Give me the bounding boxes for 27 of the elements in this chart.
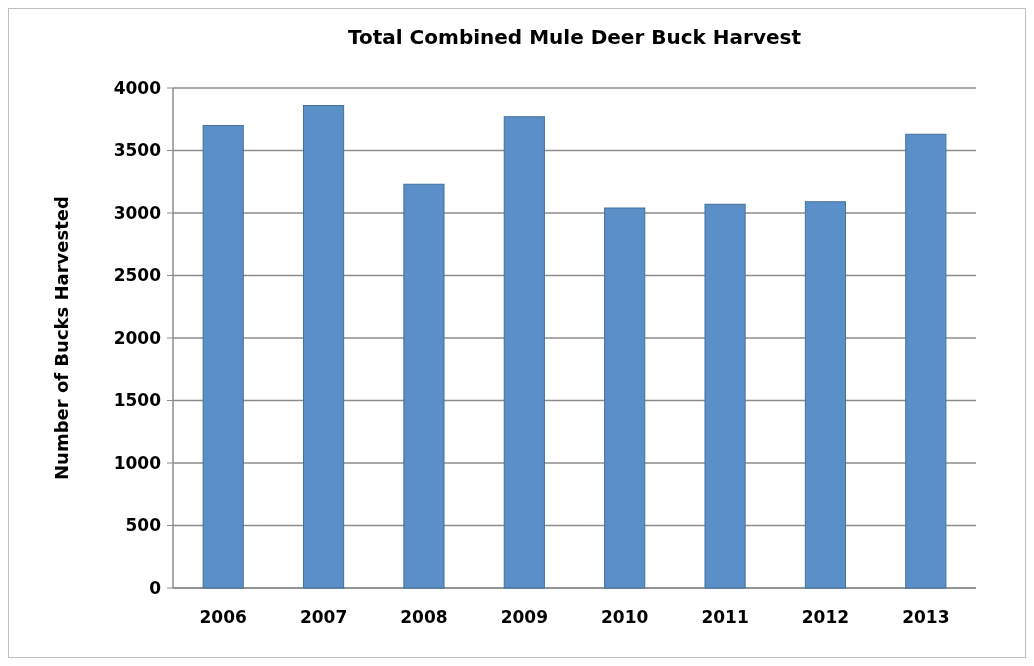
x-tick-label: 2012 (801, 607, 850, 627)
x-tick-label: 2010 (601, 607, 649, 627)
bar (202, 125, 244, 589)
y-tick-label: 0 (149, 577, 162, 598)
x-tick-label: 2007 (299, 607, 348, 627)
bar (302, 105, 345, 589)
x-tick-label: 2009 (500, 607, 548, 627)
y-tick-label: 500 (125, 515, 162, 536)
y-axis-title: Number of Bucks Harvested (51, 196, 72, 480)
bar (704, 203, 746, 589)
bar (403, 183, 445, 589)
x-tick-label: 2008 (400, 607, 448, 627)
x-tick-label: 2013 (902, 607, 950, 627)
y-tick-label: 2000 (113, 327, 162, 348)
y-tick-label: 1500 (113, 390, 162, 411)
bar (905, 133, 947, 589)
y-tick-label: 3500 (113, 140, 162, 161)
x-tick-label: 2006 (199, 607, 247, 627)
x-tick-label: 2011 (701, 607, 749, 627)
bar (804, 201, 847, 589)
chart-title: Total Combined Mule Deer Buck Harvest (348, 25, 802, 49)
bar (503, 116, 545, 589)
y-tick-label: 1000 (113, 452, 162, 473)
bar (604, 207, 646, 589)
y-tick-label: 2500 (113, 265, 162, 286)
y-tick-label: 3000 (113, 202, 162, 223)
y-tick-label: 4000 (113, 77, 162, 98)
